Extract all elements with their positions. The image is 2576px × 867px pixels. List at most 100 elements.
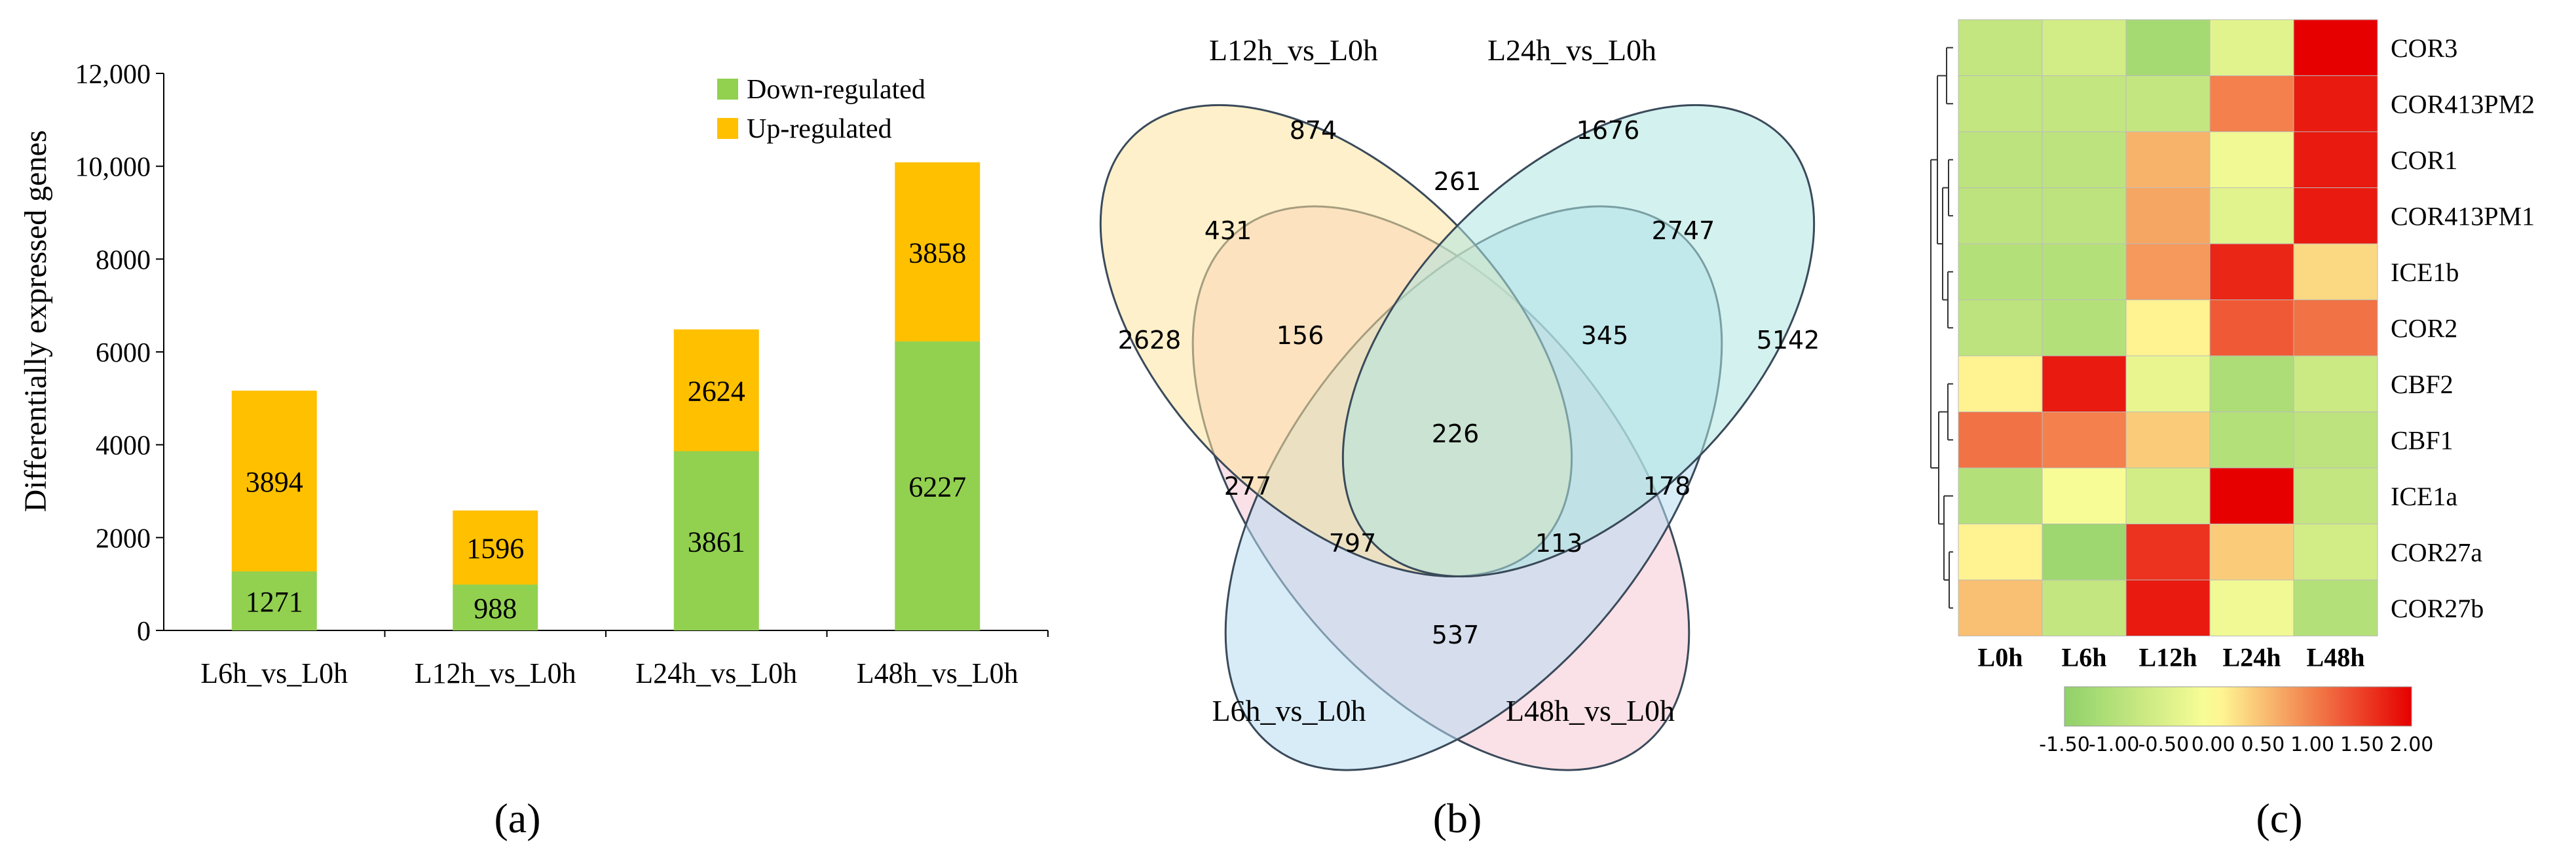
c-heatmap-cell bbox=[2042, 19, 2127, 76]
a-bar-label: 3894 bbox=[246, 466, 303, 498]
a-bar-label: 3861 bbox=[688, 526, 745, 558]
c-heatmap-cell bbox=[2209, 75, 2294, 132]
b-region-count: 537 bbox=[1432, 621, 1480, 649]
b-ellipses bbox=[1099, 104, 1816, 771]
c-row-label: COR3 bbox=[2391, 33, 2457, 63]
c-heatmap-cell bbox=[1958, 299, 2043, 356]
b-region-count: 1676 bbox=[1577, 116, 1640, 145]
b-region-count: 156 bbox=[1277, 321, 1324, 350]
caption-a: (a) bbox=[494, 795, 540, 841]
b-region-count: 5142 bbox=[1757, 326, 1820, 355]
c-heatmap-cell bbox=[2293, 299, 2378, 356]
panel-b-venn-diagram: 874 1676 431 261 2747 2628 156 345 5142 226 277 178… bbox=[1099, 33, 1820, 771]
c-heatmap-cell bbox=[2125, 524, 2211, 581]
c-heatmap-cell bbox=[1958, 131, 2043, 188]
a-y-tick-label: 8000 bbox=[96, 245, 151, 275]
c-heatmap-cell bbox=[2125, 412, 2211, 469]
b-region-count: 2747 bbox=[1652, 216, 1715, 245]
c-column-label: L48h bbox=[2307, 643, 2365, 672]
c-heatmap-cell bbox=[2293, 467, 2378, 524]
c-column-label: L0h bbox=[1978, 643, 2023, 672]
c-heatmap-cell bbox=[2125, 187, 2211, 244]
b-set-label: L48h_vs_L0h bbox=[1506, 694, 1675, 727]
b-region-count: 226 bbox=[1432, 419, 1480, 448]
b-set-label: L24h_vs_L0h bbox=[1487, 33, 1656, 67]
c-heatmap-cell bbox=[2125, 299, 2211, 356]
a-bar-down-regulated bbox=[895, 341, 980, 630]
caption-b: (b) bbox=[1433, 795, 1482, 841]
c-row-label: ICE1b bbox=[2391, 258, 2459, 287]
c-column-label: L6h bbox=[2062, 643, 2107, 672]
b-region-count: 113 bbox=[1535, 529, 1583, 558]
c-row-label: CBF2 bbox=[2391, 370, 2454, 399]
c-heatmap-cell bbox=[2209, 524, 2294, 581]
a-bar-label: 6227 bbox=[908, 471, 966, 503]
b-set-labels: L12h_vs_L0h L24h_vs_L0h L6h_vs_L0h L48h_vs_… bbox=[1209, 33, 1675, 727]
a-y-tick-label: 10,000 bbox=[75, 153, 151, 183]
c-heatmap-cell bbox=[2293, 19, 2378, 76]
c-row-labels: COR3 COR413PM2 COR1 COR413PM1 ICE1b COR2 CBF2 C… bbox=[2391, 33, 2535, 623]
c-heatmap-cell bbox=[2042, 243, 2127, 300]
c-colorbar: -1.50-1.00-0.50 0.00 0.50 1.00 1.50 2.00 bbox=[2039, 686, 2433, 756]
c-heatmap-cell bbox=[2209, 187, 2294, 244]
a-y-tick-label: 4000 bbox=[96, 431, 151, 461]
c-row-label: COR413PM1 bbox=[2391, 201, 2535, 231]
c-heatmap-cell bbox=[2042, 299, 2127, 356]
c-row-label: COR413PM2 bbox=[2391, 89, 2535, 119]
a-bar-down-regulated bbox=[673, 451, 759, 630]
c-row-label: COR27a bbox=[2391, 537, 2482, 567]
a-y-tick-label: 0 bbox=[137, 617, 151, 647]
c-heatmap-cell bbox=[2209, 412, 2294, 469]
c-colorbar-tick-label: 1.50 bbox=[2340, 733, 2384, 756]
a-bar-label: 1271 bbox=[246, 586, 303, 618]
a-x-tick-label: L12h_vs_L0h bbox=[415, 657, 576, 689]
c-heatmap-cell bbox=[2209, 467, 2294, 524]
c-heatmap-cell bbox=[2042, 524, 2127, 581]
b-region-counts: 874 1676 431 261 2747 2628 156 345 5142 226 277 178… bbox=[1118, 116, 1820, 649]
c-heatmap-cell bbox=[2125, 467, 2211, 524]
c-heatmap-cell bbox=[2293, 75, 2378, 132]
c-row-label: COR1 bbox=[2391, 145, 2457, 175]
a-legend-label: Up-regulated bbox=[747, 114, 892, 144]
a-legend-swatch bbox=[717, 118, 738, 139]
c-row-label: CBF1 bbox=[2391, 425, 2454, 455]
b-region-count: 277 bbox=[1224, 472, 1272, 501]
c-heatmap-cell bbox=[2209, 131, 2294, 188]
c-heatmap-cell bbox=[2209, 355, 2294, 412]
a-y-tick-label: 12,000 bbox=[75, 60, 151, 90]
c-heatmap-cell bbox=[2042, 187, 2127, 244]
a-bar-down-regulated bbox=[453, 585, 538, 630]
c-heatmap-cell bbox=[2293, 355, 2378, 412]
b-region-count: 178 bbox=[1643, 472, 1691, 501]
c-heatmap-cell bbox=[2125, 355, 2211, 412]
c-colorbar-ramp bbox=[2064, 686, 2412, 727]
c-heatmap-cell bbox=[1958, 355, 2043, 412]
a-bar-up-regulated bbox=[895, 162, 980, 341]
c-colorbar-tick-label: 0.50 bbox=[2241, 733, 2285, 756]
c-heatmap-cell bbox=[2209, 299, 2294, 356]
c-heatmap-cell bbox=[2042, 412, 2127, 469]
a-bar-label: 1596 bbox=[466, 532, 524, 564]
panel-a-bar-chart: 0 2000 4000 6000 8000 10,000 12,000 L6h_vs_L0h… bbox=[18, 60, 1049, 689]
a-x-tick-label: L24h_vs_L0h bbox=[635, 657, 797, 689]
a-bar-up-regulated bbox=[453, 510, 538, 585]
c-heatmap-cell bbox=[2042, 467, 2127, 524]
a-bar-label: 988 bbox=[474, 592, 517, 625]
c-heatmap-cell bbox=[2125, 75, 2211, 132]
c-heatmap-cell bbox=[1958, 19, 2043, 76]
c-heatmap-cell bbox=[2042, 131, 2127, 188]
c-colorbar-tick-label: 1.00 bbox=[2290, 733, 2334, 756]
panel-c-heatmap: COR3 COR413PM2 COR1 COR413PM1 ICE1b COR2 CBF2 C… bbox=[1930, 19, 2535, 756]
c-column-label: L12h bbox=[2139, 643, 2197, 672]
c-heatmap-cell bbox=[2125, 243, 2211, 300]
c-heatmap-cell bbox=[1958, 412, 2043, 469]
c-heatmap-cell bbox=[2209, 19, 2294, 76]
c-heatmap-cell bbox=[1958, 187, 2043, 244]
b-ellipse-l24h-vs-l0h bbox=[1341, 104, 1816, 578]
c-heatmap-cell bbox=[2293, 579, 2378, 636]
c-heatmap-cell bbox=[1958, 467, 2043, 524]
panel-captions: (a) (b) (c) bbox=[494, 795, 2302, 841]
b-region-count: 431 bbox=[1204, 216, 1252, 245]
a-y-axis-label: Differentially expressed genes bbox=[18, 130, 53, 512]
